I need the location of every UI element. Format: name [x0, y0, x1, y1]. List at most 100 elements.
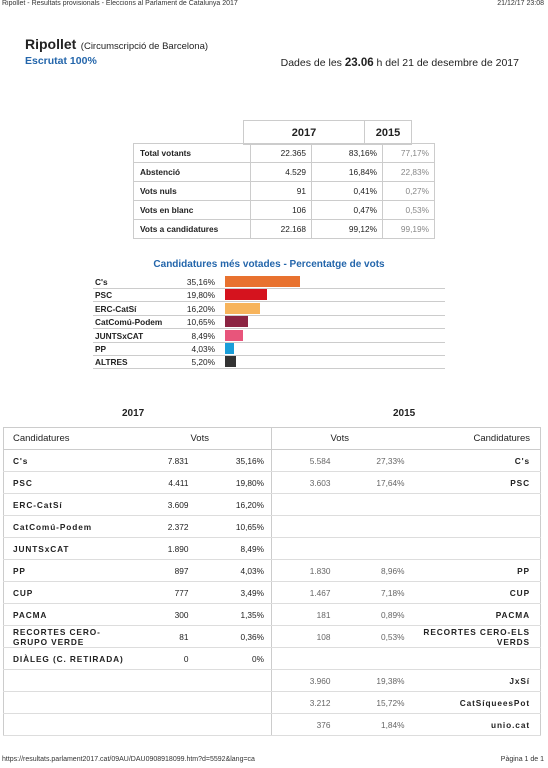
- party-name: PACMA: [407, 603, 541, 626]
- cell: 15,72%: [333, 691, 408, 714]
- results-table: Candidatures Vots Vots Candidatures C's 7.831…: [3, 427, 541, 736]
- cell: 1,35%: [193, 603, 272, 626]
- party-name: PP: [3, 559, 129, 582]
- category-label: CatComú-Podem: [95, 317, 163, 328]
- value-label: 4,03%: [191, 344, 215, 354]
- year: 2017: [243, 120, 365, 145]
- category-label: C's: [95, 277, 108, 287]
- summary-row: Vots nuls 91 0,41% 0,27%: [133, 181, 435, 201]
- cell: [333, 515, 408, 538]
- cell: 3.960: [271, 669, 334, 692]
- summary-row: Total votants 22.365 83,16% 77,17%: [133, 143, 435, 163]
- party-name: CUP: [407, 581, 541, 604]
- column-header: Candidatures: [407, 427, 541, 450]
- party-name: unio.cat: [407, 713, 541, 736]
- cell: 376: [271, 713, 334, 736]
- cell: 0,27%: [382, 181, 435, 201]
- party-name: RECORTES CERO-ELS VERDS: [407, 625, 541, 648]
- result-row: CUP 777 3,49% 1.467 7,18% CUP: [3, 581, 541, 604]
- summary-row: Abstenció 4.529 16,84% 22,83%: [133, 162, 435, 182]
- value-label: 19,80%: [186, 290, 215, 301]
- cell: 0,36%: [193, 625, 272, 648]
- cell: 27,33%: [333, 449, 408, 472]
- date-prefix: Dades de les: [280, 57, 342, 69]
- result-row: PSC 4.411 19,80% 3.603 17,64% PSC: [3, 471, 541, 494]
- date-suffix: h del 21 de desembre de 2017: [376, 57, 519, 69]
- cell: [333, 647, 408, 670]
- category-label: PSC: [95, 290, 113, 301]
- cell: 77,17%: [382, 143, 435, 163]
- cell: 1,84%: [333, 713, 408, 736]
- cell: 4.411: [128, 471, 194, 494]
- party-name: [407, 515, 541, 538]
- cell: 3.603: [271, 471, 334, 494]
- bar: [225, 289, 268, 301]
- cell: 106: [250, 200, 312, 220]
- party-name: JxSí: [407, 669, 541, 692]
- chart-row: CatComú-Podem 10,65%: [93, 315, 445, 330]
- result-row: 3.212 15,72% CatSíqueesPot: [3, 691, 541, 714]
- party-name: C's: [407, 449, 541, 472]
- result-row: DIÀLEG (C. RETIRADA) 0 0%: [3, 647, 541, 670]
- cell: 0,53%: [382, 200, 435, 220]
- bar: [225, 329, 244, 341]
- cell: 17,64%: [333, 471, 408, 494]
- cell: [193, 691, 272, 714]
- cell: [271, 537, 334, 560]
- year: 2015: [393, 408, 416, 419]
- row-label: Vots nuls: [133, 181, 251, 201]
- party-name: PSC: [3, 471, 129, 494]
- cell: 0,53%: [333, 625, 408, 648]
- party-name: PSC: [407, 471, 541, 494]
- cell: [128, 669, 194, 692]
- chart-row: ALTRES 5,20%: [93, 355, 445, 370]
- place-title: Ripollet: [25, 36, 77, 52]
- cell: 7,18%: [333, 581, 408, 604]
- cell: [193, 669, 272, 692]
- header-row: Candidatures Vots Vots Candidatures: [3, 427, 541, 450]
- party-name: JUNTSxCAT: [3, 537, 129, 560]
- cell: [193, 713, 272, 736]
- cell: 0%: [193, 647, 272, 670]
- chart: C's 35,16% PSC 19,80% ERC-CatSí 16,20% CatComú…: [93, 275, 445, 371]
- cell: 81: [128, 625, 194, 648]
- result-row: PACMA 300 1,35% 181 0,89% PACMA: [3, 603, 541, 626]
- party-name: RECORTES CERO-GRUPO VERDE: [3, 625, 129, 648]
- header-title-row: Ripollet (Circumscripció de Barcelona): [25, 36, 208, 54]
- result-row: RECORTES CERO-GRUPO VERDE 81 0,36% 108 0,53%…: [3, 625, 541, 648]
- party-name: PACMA: [3, 603, 129, 626]
- result-row: 376 1,84% unio.cat: [3, 713, 541, 736]
- value-label: 35,16%: [186, 277, 215, 287]
- cell: 777: [128, 581, 194, 604]
- print-datetime: 21/12/17 23:08: [497, 0, 544, 7]
- cell: 3,49%: [193, 581, 272, 604]
- party-name: C's: [3, 449, 129, 472]
- cell: 10,65%: [193, 515, 272, 538]
- bar: [225, 356, 237, 368]
- cell: [271, 515, 334, 538]
- cell: 5.584: [271, 449, 334, 472]
- result-row: CatComú-Podem 2.372 10,65%: [3, 515, 541, 538]
- chart-row: C's 35,16%: [93, 275, 445, 289]
- party-name: [407, 647, 541, 670]
- cell: 22.365: [250, 143, 312, 163]
- cell: [333, 537, 408, 560]
- row-label: Abstenció: [133, 162, 251, 182]
- chart-row: ERC-CatSí 16,20%: [93, 302, 445, 316]
- bar: [225, 343, 234, 354]
- page-number: Pàgina 1 de 1: [500, 756, 544, 763]
- category-label: ALTRES: [95, 357, 128, 368]
- value-label: 8,49%: [191, 330, 215, 341]
- cell: 108: [271, 625, 334, 648]
- cell: 99,12%: [311, 219, 383, 239]
- party-name: [407, 537, 541, 560]
- column-header: Vots: [271, 427, 408, 450]
- chart-row: PSC 19,80%: [93, 288, 445, 303]
- result-row: C's 7.831 35,16% 5.584 27,33% C's: [3, 449, 541, 472]
- year: 2015: [364, 120, 412, 145]
- category-label: PP: [95, 344, 107, 354]
- summary-table: Total votants 22.365 83,16% 77,17% Abstenció…: [133, 143, 435, 239]
- cell: 181: [271, 603, 334, 626]
- cell: 3.212: [271, 691, 334, 714]
